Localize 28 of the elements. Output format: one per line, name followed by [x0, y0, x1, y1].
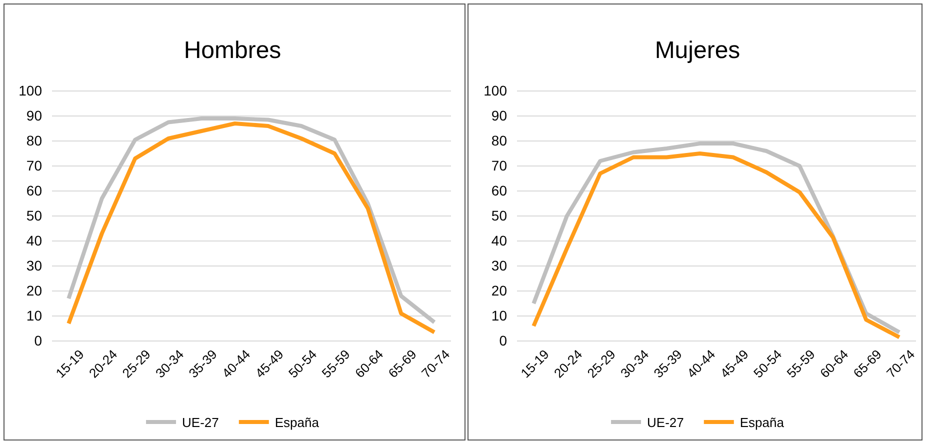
y-tick-label: 50: [491, 207, 508, 224]
y-tick-label: 60: [26, 182, 42, 198]
legend-label: UE-27: [182, 415, 219, 430]
y-tick-label: 40: [491, 232, 508, 248]
y-tick-label: 100: [18, 82, 42, 98]
chart-title: Mujeres: [654, 37, 740, 64]
y-tick-label: 10: [491, 307, 508, 324]
y-tick-label: 0: [34, 332, 42, 348]
y-tick-label: 50: [26, 207, 42, 224]
y-tick-label: 30: [26, 257, 42, 274]
legend-label: España: [274, 415, 320, 430]
legend-label: UE-27: [647, 415, 684, 430]
chart-title: Hombres: [184, 37, 282, 64]
y-tick-label: 20: [491, 282, 508, 298]
y-tick-label: 10: [26, 307, 42, 324]
y-tick-label: 40: [26, 232, 42, 248]
legend-label: España: [740, 415, 785, 430]
y-tick-label: 80: [491, 132, 508, 148]
y-tick-label: 70: [26, 157, 42, 174]
y-tick-label: 100: [484, 82, 508, 98]
y-tick-label: 20: [26, 282, 42, 298]
y-tick-label: 90: [491, 107, 508, 124]
y-tick-label: 70: [491, 157, 508, 174]
y-tick-label: 60: [491, 182, 508, 198]
y-tick-label: 90: [26, 107, 42, 124]
y-tick-label: 30: [491, 257, 508, 274]
y-tick-label: 0: [499, 332, 508, 348]
y-tick-label: 80: [26, 132, 42, 148]
